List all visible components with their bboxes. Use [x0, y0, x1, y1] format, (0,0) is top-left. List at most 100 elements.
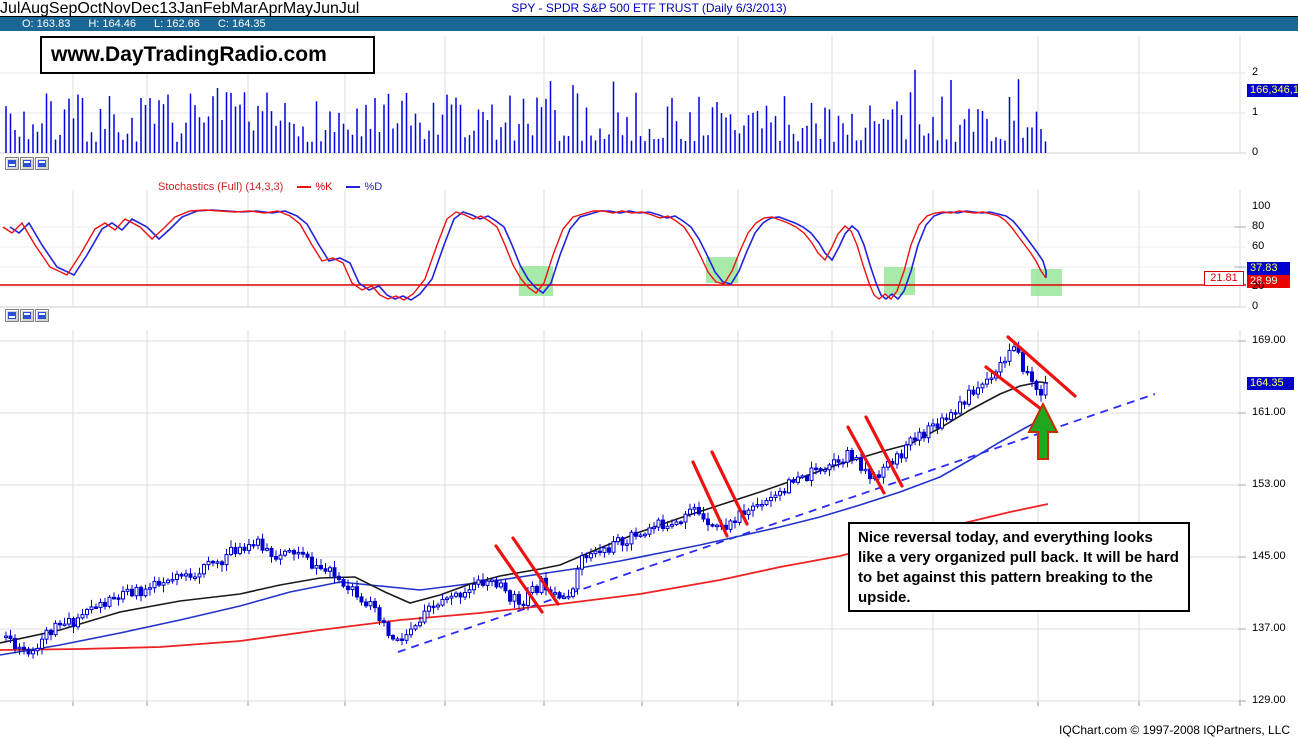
candle-body [58, 622, 62, 626]
candle-body [931, 423, 935, 427]
candle-body [706, 518, 710, 526]
candle-body [854, 457, 859, 460]
candle-body [229, 546, 233, 555]
candle-body [1039, 388, 1043, 396]
candle-body [202, 564, 206, 575]
candle-body [598, 550, 602, 554]
candle-body [656, 519, 661, 528]
candle-body [733, 520, 737, 524]
copyright-text: IQChart.com © 1997-2008 IQPartners, LLC [1059, 723, 1290, 737]
k-legend-entry: %K [297, 181, 332, 193]
candle-body [418, 621, 422, 627]
candle-body [818, 468, 823, 472]
candle-body [238, 546, 242, 555]
candle-body [913, 437, 917, 441]
candle-body [899, 453, 904, 459]
candle-body [476, 579, 481, 585]
month-label: Feb [202, 0, 231, 17]
month-label: Jun [313, 0, 339, 17]
candle-body [301, 551, 305, 555]
candle-body [616, 537, 620, 543]
candle-body [643, 533, 647, 537]
panel-split-button-1[interactable] [20, 157, 34, 170]
candle-body [341, 579, 346, 587]
candle-body [764, 500, 769, 505]
candle-body [62, 623, 67, 627]
candle-body [962, 401, 967, 405]
candle-body [800, 475, 805, 478]
candle-body [602, 547, 607, 554]
candle-body [521, 603, 526, 607]
candle-body [796, 476, 800, 483]
candle-body [125, 588, 130, 592]
candle-body [112, 596, 116, 600]
candle-body [269, 547, 274, 558]
pullback-channel-line [864, 415, 904, 488]
volume-axis-label: 1 [1252, 106, 1259, 118]
candle-body [895, 453, 899, 465]
panel-split-button-2[interactable] [20, 309, 34, 322]
candle-body [427, 605, 431, 612]
candle-body [53, 622, 58, 636]
window-icon [38, 312, 46, 319]
candle-body [530, 585, 535, 593]
candle-body [40, 638, 44, 649]
annotation-note[interactable]: Nice reversal today, and everything look… [848, 522, 1190, 612]
price-axis-label: 129.00 [1252, 694, 1286, 706]
candle-body [89, 606, 94, 611]
candle-body [989, 377, 994, 381]
month-label: Dec [130, 0, 160, 17]
month-label: Apr [257, 0, 283, 17]
candle-body [4, 635, 8, 639]
candle-body [967, 389, 971, 405]
candle-body [265, 547, 269, 551]
panel-collapse-down-button-1[interactable] [35, 157, 49, 170]
volume-axis-label: 0 [1252, 146, 1259, 158]
panel-collapse-down-button-2[interactable] [35, 309, 49, 322]
candle-body [805, 475, 809, 481]
month-label: Sep [48, 0, 78, 17]
up-arrow-annotation [1027, 401, 1059, 460]
candle-body [463, 592, 467, 598]
candle-body [665, 525, 670, 529]
volume-last-badge: 166,346,1 [1247, 84, 1298, 97]
candle-body [760, 503, 764, 507]
panel-collapse-up-button-1[interactable] [5, 157, 19, 170]
candle-body [823, 469, 827, 472]
candle-body [247, 544, 251, 551]
candle-body [832, 459, 836, 466]
candle-body [170, 578, 175, 582]
candle-body [1043, 382, 1048, 396]
last-price-badge: 164.35 [1247, 377, 1294, 390]
candle-body [728, 520, 733, 530]
month-label: Aug [20, 0, 49, 17]
candle-body [395, 638, 400, 641]
hline-value-label: 21.81 [1204, 271, 1244, 286]
candle-body [494, 579, 499, 588]
candle-body [13, 638, 17, 649]
candle-body [404, 634, 409, 641]
candle-body [562, 596, 566, 600]
candle-body [152, 580, 157, 589]
candle-body [922, 431, 926, 439]
candle-body [256, 538, 260, 546]
candle-body [769, 496, 773, 502]
panel-collapse-up-button-2[interactable] [5, 309, 19, 322]
candle-body [49, 629, 53, 636]
quote-bar: O: 163.83 H: 164.46 L: 162.66 C: 164.35 [0, 16, 1298, 31]
candle-body [26, 648, 31, 655]
ma50-line [0, 415, 1049, 656]
stoch-axis-label: 20 [1252, 280, 1265, 292]
candle-body [422, 610, 427, 623]
candle-body [980, 383, 985, 389]
low-value: L: 162.66 [154, 18, 200, 30]
candle-body [692, 506, 697, 510]
candle-body [715, 524, 719, 528]
candle-body [431, 605, 436, 609]
candle-body [746, 509, 751, 516]
candle-body [625, 543, 629, 546]
candle-body [292, 550, 296, 555]
d-legend-entry: %D [346, 181, 382, 193]
candle-body [877, 474, 881, 478]
